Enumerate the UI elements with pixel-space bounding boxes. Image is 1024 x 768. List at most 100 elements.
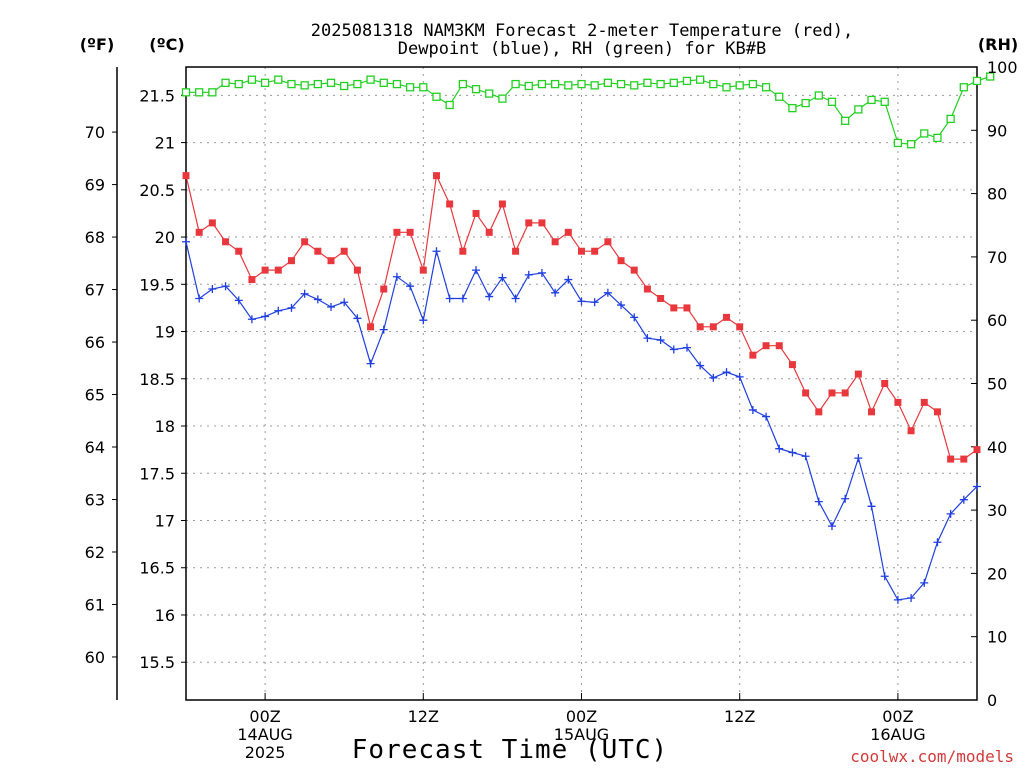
temperature-point bbox=[630, 266, 638, 274]
dewpoint-point bbox=[498, 273, 507, 282]
rh-tick-label: 20 bbox=[987, 564, 1007, 583]
temperature-point bbox=[920, 398, 928, 406]
temperature-point bbox=[327, 257, 335, 265]
dewpoint-point bbox=[327, 302, 336, 311]
rh-tick-label: 70 bbox=[987, 248, 1007, 267]
rh-point bbox=[867, 95, 876, 105]
dewpoint-point bbox=[445, 294, 454, 303]
dewpoint-point bbox=[577, 297, 586, 306]
temperature-point bbox=[841, 389, 849, 397]
celsius-tick-label: 18 bbox=[155, 417, 175, 436]
rh-point bbox=[511, 79, 520, 89]
temperature-point bbox=[973, 446, 981, 454]
dewpoint-point bbox=[841, 494, 850, 503]
rh-point bbox=[814, 91, 823, 100]
fahrenheit-tick-label: 66 bbox=[85, 333, 105, 352]
celsius-tick-label: 19 bbox=[155, 323, 175, 342]
celsius-tick-label: 18.5 bbox=[139, 370, 175, 389]
time-tick-label: 15AUG bbox=[554, 725, 609, 744]
dewpoint-point bbox=[748, 405, 757, 414]
rh-point bbox=[735, 81, 744, 90]
dewpoint-point bbox=[392, 272, 401, 281]
dewpoint-point bbox=[221, 282, 230, 291]
dewpoint-point bbox=[880, 572, 889, 581]
dewpoint-point bbox=[182, 237, 190, 246]
temperature-point bbox=[578, 247, 585, 255]
rh-point bbox=[986, 72, 995, 81]
temperature-point bbox=[723, 313, 731, 321]
dewpoint-point bbox=[946, 509, 955, 518]
rh-point bbox=[564, 81, 573, 90]
rh-point bbox=[247, 75, 257, 84]
temperature-point bbox=[419, 266, 427, 274]
fahrenheit-tick-label: 65 bbox=[85, 386, 105, 405]
time-tick-label: 14AUG bbox=[237, 725, 292, 744]
dewpoint-point bbox=[366, 359, 375, 368]
dewpoint-point bbox=[485, 292, 494, 301]
dewpoint-point bbox=[696, 361, 705, 370]
dewpoint-point bbox=[775, 444, 784, 453]
fahrenheit-tick-label: 67 bbox=[85, 281, 105, 300]
rh-tick-label: 10 bbox=[987, 628, 1007, 647]
rh-point bbox=[498, 94, 507, 103]
temperature-point bbox=[208, 219, 216, 227]
dewpoint-point bbox=[458, 294, 467, 303]
temperature-point bbox=[340, 247, 348, 255]
rh-point bbox=[709, 79, 718, 89]
rh-point bbox=[959, 83, 968, 92]
fahrenheit-tick-label: 63 bbox=[85, 490, 105, 509]
rh-tick-label: 0 bbox=[987, 691, 997, 710]
dewpoint-point bbox=[801, 452, 810, 461]
celsius-tick-label: 19.5 bbox=[139, 275, 175, 294]
rh-tick-label: 30 bbox=[987, 501, 1007, 520]
rh-point bbox=[696, 75, 705, 84]
celsius-tick-label: 15.5 bbox=[139, 653, 175, 672]
temperature-point bbox=[933, 408, 941, 416]
rh-point bbox=[353, 79, 362, 89]
rh-point bbox=[234, 79, 243, 89]
rh-point bbox=[458, 79, 468, 89]
temperature-point bbox=[287, 257, 295, 265]
rh-point bbox=[590, 81, 599, 90]
rh-point bbox=[313, 79, 322, 89]
rh-point bbox=[419, 83, 428, 92]
dewpoint-point bbox=[656, 336, 665, 345]
celsius-tick-label: 17 bbox=[155, 511, 175, 530]
temperature-point bbox=[261, 266, 269, 274]
temperature-point bbox=[788, 361, 796, 369]
temperature-point bbox=[749, 351, 757, 359]
dewpoint-point bbox=[867, 502, 876, 511]
time-tick-label: 12Z bbox=[724, 707, 755, 726]
temperature-point bbox=[868, 408, 876, 416]
rh-point bbox=[616, 79, 626, 89]
dewpoint-point bbox=[406, 282, 415, 291]
temperature-point bbox=[182, 172, 190, 180]
dewpoint-point bbox=[419, 316, 428, 325]
temperature-point bbox=[854, 370, 862, 378]
rh-point bbox=[537, 79, 547, 89]
temperature-line bbox=[185, 173, 978, 460]
dewpoint-point bbox=[762, 412, 771, 421]
dewpoint-point bbox=[247, 315, 256, 324]
rh-point bbox=[722, 83, 731, 92]
rh-point bbox=[485, 89, 494, 98]
dewpoint-point bbox=[907, 593, 916, 602]
temperature-point bbox=[472, 209, 480, 217]
rh-tick-label: 40 bbox=[987, 438, 1007, 457]
celsius-tick-label: 21.5 bbox=[139, 86, 175, 105]
rh-point bbox=[972, 76, 982, 86]
celsius-tick-label: 16 bbox=[155, 606, 175, 625]
dewpoint-point bbox=[814, 497, 823, 506]
rh-point bbox=[748, 79, 758, 89]
dewpoint-point bbox=[537, 268, 546, 277]
rh-point bbox=[827, 97, 837, 106]
dewpoint-point bbox=[682, 343, 691, 352]
data-series bbox=[181, 72, 995, 604]
celsius-tick-label: 21 bbox=[155, 134, 175, 153]
temperature-point bbox=[446, 200, 454, 208]
temperature-point bbox=[432, 172, 440, 180]
temperature-point bbox=[828, 389, 836, 397]
dewpoint-point bbox=[208, 285, 217, 294]
time-tick-label: 2025 bbox=[245, 743, 286, 762]
temperature-point bbox=[525, 219, 533, 227]
